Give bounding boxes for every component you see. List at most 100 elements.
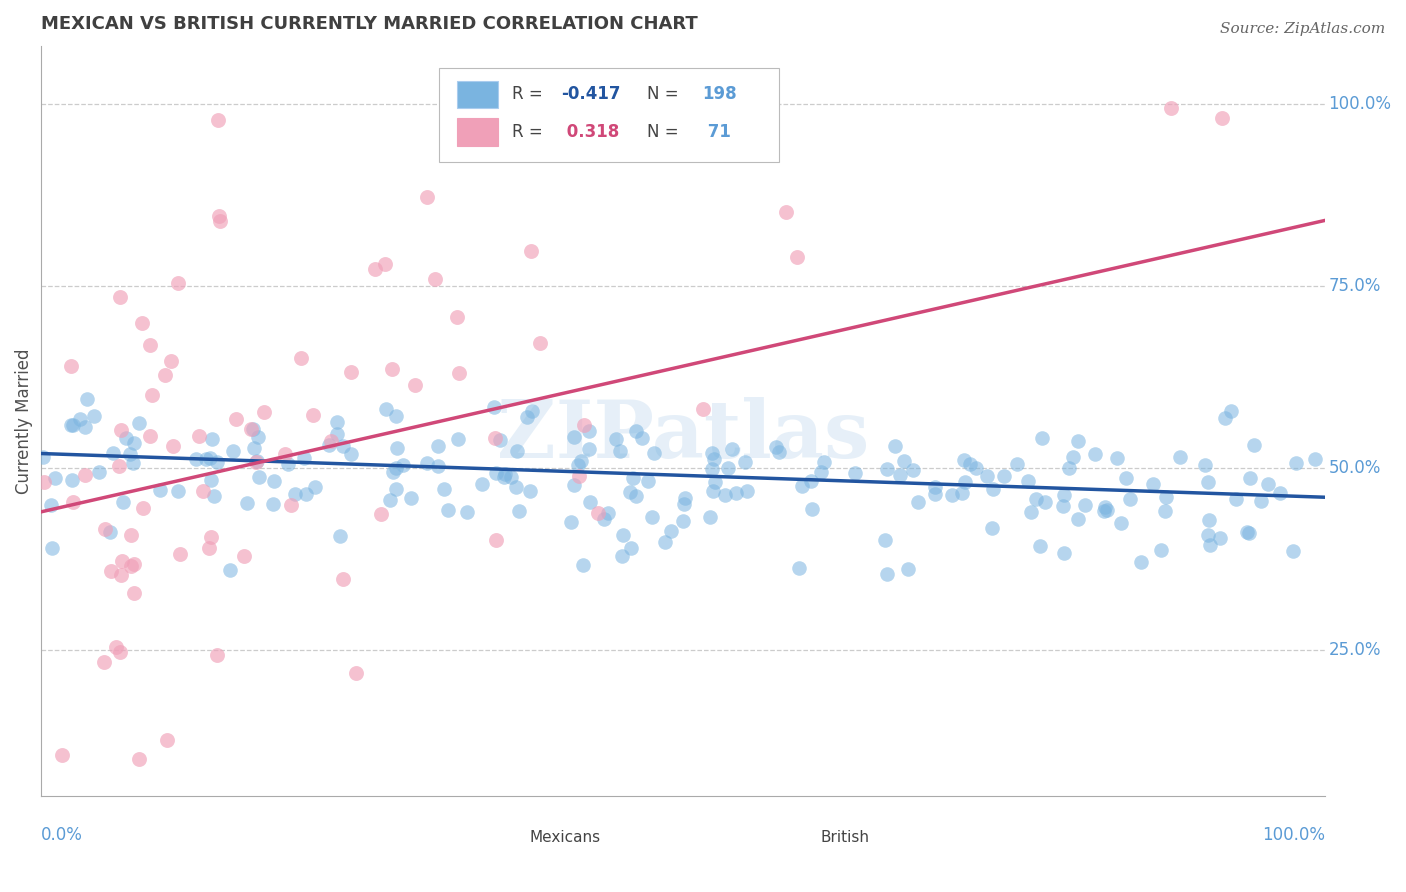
Point (274, 447, 297, 461)
Point (201, 432, 224, 446)
Point (876, 461, 898, 475)
Point (572, 558, 595, 572)
Point (280, 498, 302, 512)
Point (167, 277, 190, 291)
Text: 198: 198 (702, 86, 737, 103)
Point (108, 645, 131, 659)
Point (416, 190, 439, 204)
Text: -0.417: -0.417 (561, 86, 620, 103)
Point (593, 512, 616, 526)
Point (520, 244, 543, 258)
Point (1268, 486, 1291, 500)
Point (562, 478, 585, 492)
Point (569, 454, 592, 468)
Point (108, 290, 131, 304)
Point (73, 468, 96, 483)
Point (717, 461, 740, 475)
Point (433, 483, 456, 497)
Point (1105, 451, 1128, 466)
Point (131, 317, 153, 331)
Point (284, 487, 307, 501)
Point (1115, 471, 1137, 485)
Point (370, 507, 392, 521)
Point (447, 366, 470, 380)
Point (529, 335, 551, 350)
Point (901, 463, 924, 477)
Point (41, 541, 63, 556)
Point (162, 439, 184, 453)
Point (579, 495, 602, 509)
Point (247, 470, 270, 484)
Point (586, 506, 609, 520)
Point (107, 458, 129, 473)
Point (1031, 431, 1053, 445)
Point (385, 441, 408, 455)
Point (302, 408, 325, 422)
Point (167, 483, 190, 498)
Point (567, 458, 589, 472)
Point (734, 454, 756, 468)
Point (1243, 438, 1265, 452)
Point (39, 498, 62, 512)
Point (1130, 555, 1153, 569)
Point (873, 533, 896, 548)
Point (699, 510, 721, 524)
Point (725, 486, 748, 500)
Point (1197, 528, 1219, 542)
Point (522, 404, 544, 418)
Text: 0.0%: 0.0% (41, 826, 83, 844)
Point (609, 443, 631, 458)
Point (1067, 512, 1090, 526)
Point (993, 469, 1015, 483)
Y-axis label: Currently Married: Currently Married (15, 348, 32, 493)
Point (139, 428, 162, 442)
Point (83, 409, 105, 423)
Point (198, 541, 221, 555)
Point (768, 444, 790, 458)
Point (69, 411, 91, 425)
Point (149, 483, 172, 498)
Point (340, 366, 363, 380)
Point (186, 452, 208, 467)
Point (122, 586, 145, 600)
Point (242, 422, 264, 436)
Point (122, 456, 145, 470)
Point (111, 554, 134, 568)
Point (456, 506, 478, 520)
Point (263, 474, 285, 488)
Point (447, 432, 470, 446)
Point (1084, 447, 1107, 461)
Point (941, 488, 963, 502)
Point (950, 486, 973, 500)
Point (207, 648, 229, 662)
Point (624, 424, 647, 438)
Point (208, 209, 231, 223)
Point (596, 506, 619, 520)
Point (735, 483, 758, 498)
Point (242, 441, 264, 455)
Point (1285, 456, 1308, 470)
Point (714, 488, 737, 502)
Point (246, 454, 269, 468)
Point (138, 338, 160, 352)
Point (983, 482, 1005, 496)
Point (374, 257, 396, 271)
Point (1119, 492, 1142, 507)
Point (578, 424, 600, 438)
Point (790, 479, 813, 493)
Point (332, 439, 354, 453)
Point (1025, 492, 1047, 507)
Point (702, 484, 724, 499)
Point (519, 483, 541, 498)
Point (494, 470, 516, 484)
Point (209, 214, 232, 228)
Point (404, 378, 426, 392)
FancyBboxPatch shape (772, 825, 803, 849)
Text: N =: N = (647, 123, 679, 141)
Point (907, 495, 929, 509)
Point (156, 733, 179, 747)
Point (896, 562, 918, 576)
FancyBboxPatch shape (457, 118, 498, 145)
Point (59, 359, 82, 373)
Point (62, 495, 84, 509)
